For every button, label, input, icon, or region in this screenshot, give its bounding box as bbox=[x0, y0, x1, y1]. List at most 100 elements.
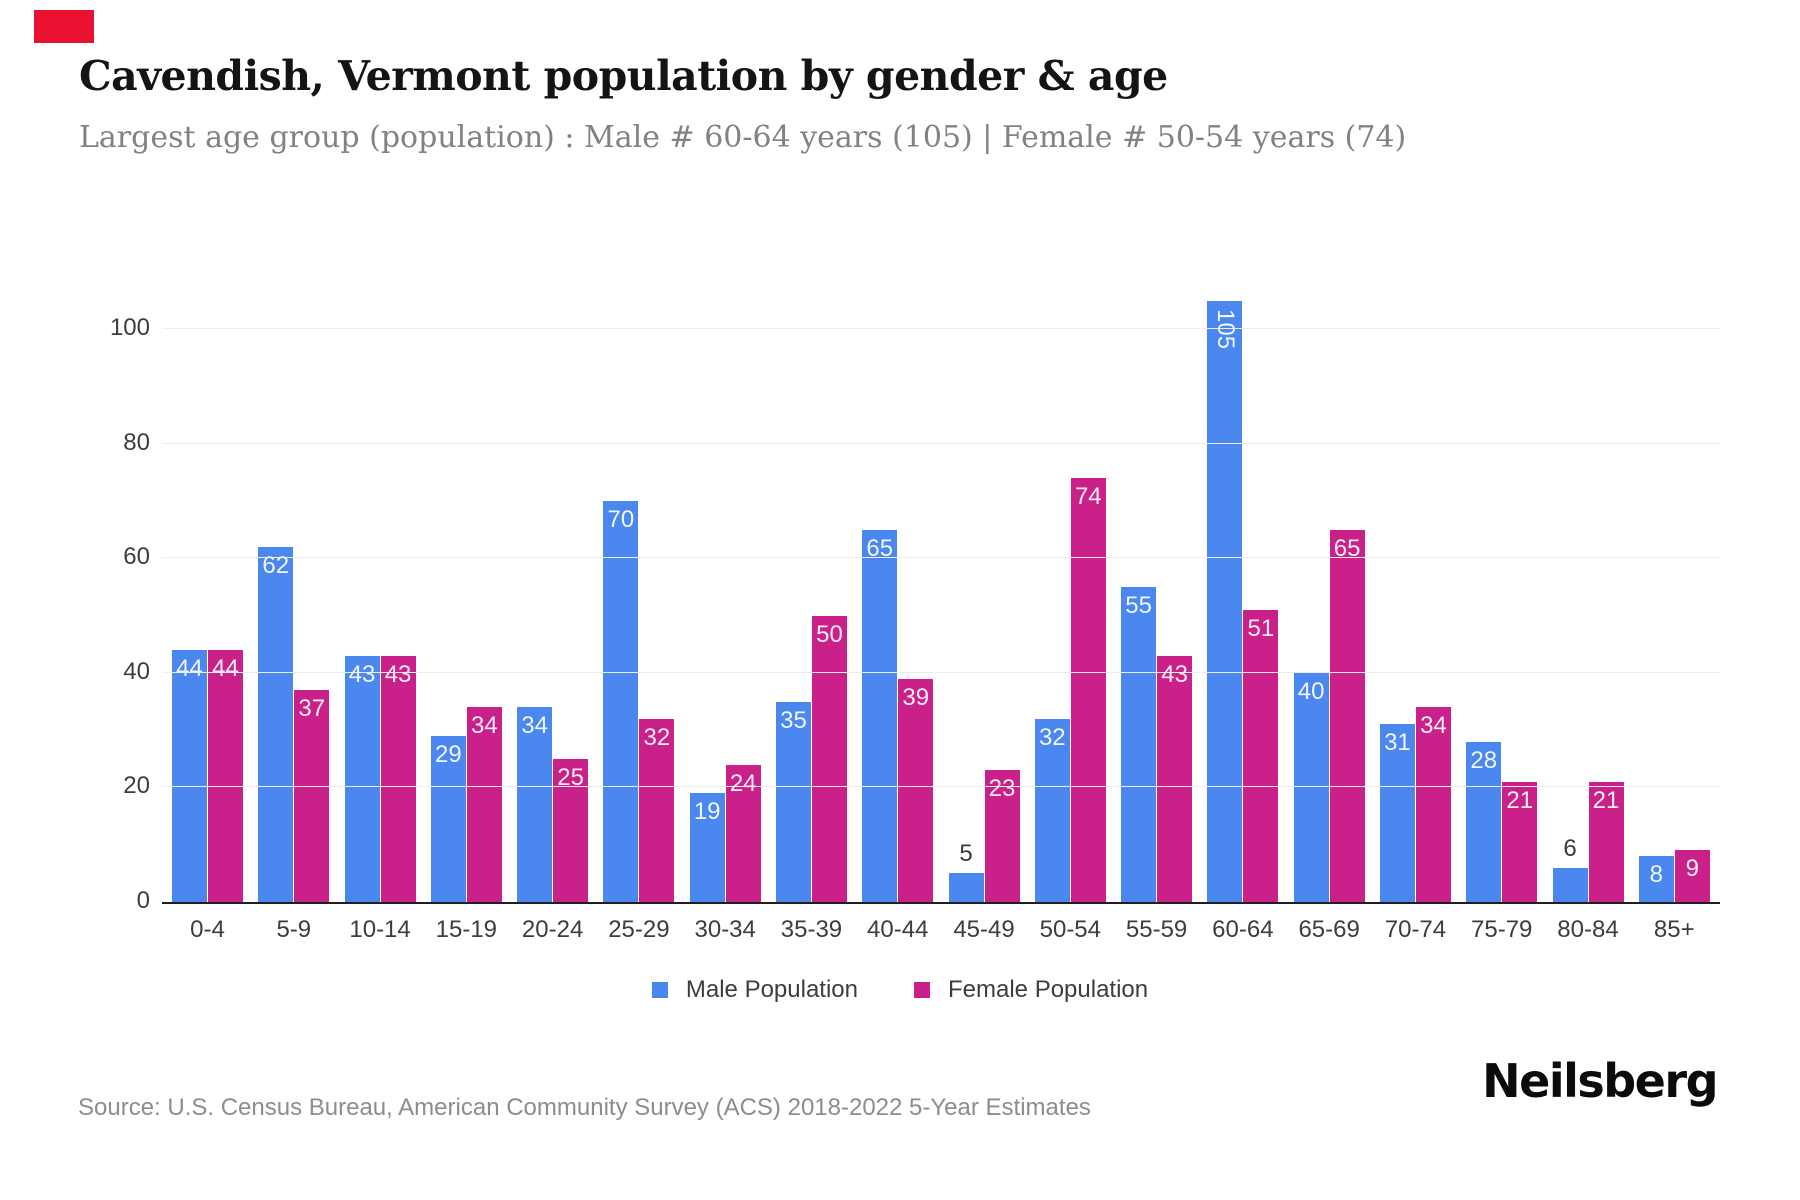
bar-value-label: 23 bbox=[988, 775, 1016, 802]
bar-female-55-59[interactable]: 43 bbox=[1157, 656, 1193, 902]
bar-value-label: 5 bbox=[959, 840, 973, 867]
bar-male-15-19[interactable]: 29 bbox=[430, 736, 466, 902]
legend-swatch-icon bbox=[651, 982, 668, 998]
x-tick-label-0-4: 0-4 bbox=[190, 916, 225, 943]
bar-female-80-84[interactable]: 21 bbox=[1588, 782, 1624, 902]
bar-male-35-39[interactable]: 35 bbox=[775, 702, 811, 902]
bar-group-25-29: 70 32 25-29 bbox=[603, 501, 675, 943]
bar-group-55-59: 55 43 55-59 bbox=[1121, 587, 1193, 943]
bar-female-35-39[interactable]: 50 bbox=[811, 616, 847, 902]
bar-value-label: 55 bbox=[1125, 592, 1152, 619]
bar-value-label: 21 bbox=[1592, 787, 1620, 814]
bar-female-60-64[interactable]: 51 bbox=[1243, 610, 1279, 902]
bar-value-label: 32 bbox=[1038, 724, 1066, 751]
x-tick-label-25-29: 25-29 bbox=[608, 916, 670, 943]
bar-group-0-4: 44 44 0-4 bbox=[172, 650, 243, 943]
bar-female-10-14[interactable]: 43 bbox=[380, 656, 416, 902]
x-tick-label-50-54: 50-54 bbox=[1039, 916, 1102, 943]
bar-value-label: 6 bbox=[1563, 835, 1577, 862]
bar-value-label: 62 bbox=[262, 552, 290, 579]
bar-group-20-24: 34 25 20-24 bbox=[517, 707, 589, 943]
bar-male-20-24[interactable]: 34 bbox=[517, 707, 553, 902]
bar-group-5-9: 62 37 5-9 bbox=[258, 547, 330, 943]
legend: Male Population Female Population bbox=[0, 976, 1800, 1004]
legend-item-female[interactable]: Female Population bbox=[914, 976, 1148, 1004]
bar-value-label: 70 bbox=[607, 506, 635, 533]
bar-group-65-69: 40 65 65-69 bbox=[1293, 530, 1365, 943]
bar-male-25-29[interactable]: 70 bbox=[603, 501, 639, 902]
bar-male-50-54[interactable]: 32 bbox=[1034, 719, 1070, 902]
bar-female-85+[interactable]: 9 bbox=[1674, 850, 1710, 902]
x-tick-label-75-79: 75-79 bbox=[1471, 916, 1533, 943]
bar-group-85+: 8 9 85+ bbox=[1638, 850, 1710, 943]
y-tick-label-100: 100 bbox=[109, 314, 150, 341]
bar-value-label: 9 bbox=[1685, 855, 1699, 882]
bar-female-0-4[interactable]: 44 bbox=[208, 650, 243, 902]
bar-value-label: 29 bbox=[434, 741, 462, 768]
bar-value-label: 28 bbox=[1470, 747, 1498, 774]
bar-group-10-14: 43 43 10-14 bbox=[344, 656, 416, 943]
bar-male-45-49[interactable]: 5 bbox=[948, 840, 984, 902]
bar-group-75-79: 28 21 75-79 bbox=[1466, 742, 1538, 943]
bar-group-60-64: 105 51 60-64 bbox=[1207, 301, 1279, 943]
bar-female-75-79[interactable]: 21 bbox=[1502, 782, 1538, 902]
y-tick-label-40: 40 bbox=[123, 658, 150, 685]
bar-male-10-14[interactable]: 43 bbox=[344, 656, 380, 902]
legend-item-male[interactable]: Male Population bbox=[651, 976, 858, 1004]
bar-male-0-4[interactable]: 44 bbox=[172, 650, 207, 902]
y-axis: 0 20 40 60 80 100 bbox=[60, 272, 150, 914]
legend-swatch-icon bbox=[914, 982, 930, 998]
x-tick-label-5-9: 5-9 bbox=[276, 916, 312, 943]
gridline-80 bbox=[162, 443, 1720, 444]
bar-value-label: 31 bbox=[1384, 729, 1411, 756]
bar-value-label: 43 bbox=[384, 661, 412, 688]
bar-male-55-59[interactable]: 55 bbox=[1121, 587, 1157, 902]
bar-value-label: 32 bbox=[643, 724, 671, 751]
bar-female-5-9[interactable]: 37 bbox=[294, 690, 330, 902]
bar-value-label: 35 bbox=[780, 707, 807, 734]
bar-group-80-84: 6 21 80-84 bbox=[1552, 782, 1624, 943]
bar-value-label: 25 bbox=[557, 764, 584, 791]
bar-female-25-29[interactable]: 32 bbox=[639, 719, 675, 902]
x-tick-label-85+: 85+ bbox=[1653, 916, 1695, 943]
bar-male-60-64[interactable]: 105 bbox=[1207, 301, 1243, 902]
bar-group-40-44: 65 39 40-44 bbox=[862, 530, 934, 943]
bar-value-label: 51 bbox=[1247, 615, 1275, 642]
bar-male-80-84[interactable]: 6 bbox=[1552, 835, 1588, 902]
bar-female-50-54[interactable]: 74 bbox=[1070, 478, 1106, 902]
bar-value-label: 40 bbox=[1297, 678, 1325, 705]
bar-group-70-74: 31 34 70-74 bbox=[1379, 707, 1451, 943]
x-tick-label-80-84: 80-84 bbox=[1557, 916, 1619, 943]
bar-female-45-49[interactable]: 23 bbox=[984, 770, 1020, 902]
bar-female-15-19[interactable]: 34 bbox=[466, 707, 502, 902]
bar-value-label: 105 bbox=[1211, 309, 1239, 350]
x-tick-label-35-39: 35-39 bbox=[780, 916, 843, 943]
bar-female-30-34[interactable]: 24 bbox=[725, 765, 761, 902]
gridline-40 bbox=[162, 672, 1720, 673]
plot-area: 44 44 0-4 62 37 5-9 43 43 10-14 29 34 15-19 34 25 20-2… bbox=[162, 272, 1720, 943]
bar-value-label: 74 bbox=[1074, 483, 1102, 510]
bar-male-30-34[interactable]: 19 bbox=[689, 793, 725, 902]
bar-male-85+[interactable]: 8 bbox=[1638, 856, 1674, 902]
bar-value-label: 34 bbox=[521, 712, 548, 739]
bar-male-65-69[interactable]: 40 bbox=[1293, 673, 1329, 902]
bar-group-30-34: 19 24 30-34 bbox=[689, 765, 761, 943]
x-tick-label-20-24: 20-24 bbox=[521, 916, 584, 943]
bar-female-40-44[interactable]: 39 bbox=[898, 679, 934, 902]
bar-female-20-24[interactable]: 25 bbox=[553, 759, 589, 902]
gridline-20 bbox=[162, 786, 1720, 787]
chart-subtitle: Largest age group (population) : Male # … bbox=[79, 120, 1407, 155]
bar-female-65-69[interactable]: 65 bbox=[1329, 530, 1365, 902]
bar-male-40-44[interactable]: 65 bbox=[862, 530, 898, 902]
bar-female-70-74[interactable]: 34 bbox=[1415, 707, 1451, 902]
y-tick-label-20: 20 bbox=[123, 772, 150, 799]
bar-value-label: 44 bbox=[212, 655, 239, 682]
x-tick-label-65-69: 65-69 bbox=[1298, 916, 1360, 943]
bar-male-5-9[interactable]: 62 bbox=[258, 547, 294, 902]
bar-male-70-74[interactable]: 31 bbox=[1379, 724, 1415, 902]
x-tick-label-30-34: 30-34 bbox=[694, 916, 756, 943]
gridline-60 bbox=[162, 557, 1720, 558]
bar-male-75-79[interactable]: 28 bbox=[1466, 742, 1502, 902]
bar-group-50-54: 32 74 50-54 bbox=[1034, 478, 1106, 943]
x-tick-label-10-14: 10-14 bbox=[349, 916, 411, 943]
